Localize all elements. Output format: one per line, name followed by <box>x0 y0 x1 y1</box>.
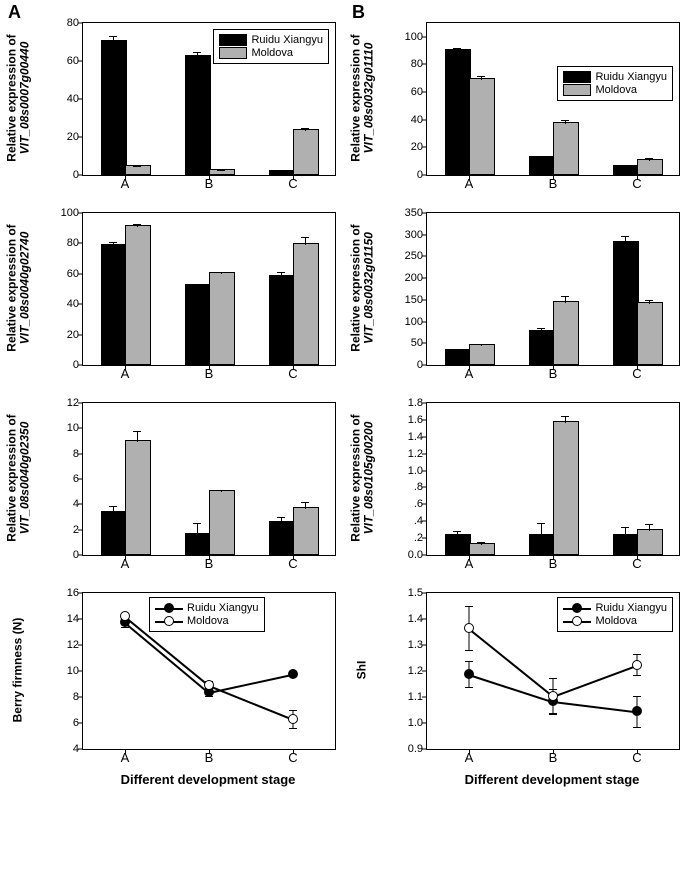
plot-area: 0.0.2.4.6.81.01.21.41.61.8ABC <box>426 402 680 556</box>
line-segment <box>553 665 638 698</box>
bar <box>637 529 663 555</box>
y-axis-title: Relative expression ofVIT_08s0040g02740 <box>5 198 30 378</box>
bar <box>553 421 579 555</box>
legend-label: Moldova <box>187 615 229 627</box>
bar <box>469 78 495 175</box>
chart: 0.91.01.11.21.31.41.5ABCRuidu XiangyuMol… <box>348 588 685 788</box>
bar <box>101 40 127 175</box>
bar <box>269 275 295 365</box>
line-segment <box>125 622 210 693</box>
bar <box>529 156 555 175</box>
chart: 024681012ABCRelative expression ofVIT_08… <box>4 398 344 578</box>
bar <box>469 543 495 555</box>
chart: 020406080100ABCRuidu XiangyuMoldovaRelat… <box>348 18 685 198</box>
legend-label: Moldova <box>251 47 293 59</box>
figure-root: A B 020406080ABCRuidu XiangyuMoldovaRela… <box>0 0 685 875</box>
plot-area: 020406080100ABCRuidu XiangyuMoldova <box>426 22 680 176</box>
line-segment <box>553 701 637 713</box>
legend: Ruidu XiangyuMoldova <box>557 66 673 101</box>
bar <box>293 243 319 365</box>
legend: Ruidu XiangyuMoldova <box>213 29 329 64</box>
bar <box>185 55 211 175</box>
bar <box>293 129 319 175</box>
y-axis-title: Relative expression ofVIT_08s0040g02350 <box>5 388 30 568</box>
plot-area: 024681012ABC <box>82 402 336 556</box>
line-marker <box>464 623 474 633</box>
bar <box>125 440 151 555</box>
x-axis-title: Different development stage <box>426 772 678 787</box>
line-segment <box>209 685 294 720</box>
plot-area: 0.91.01.11.21.31.41.5ABCRuidu XiangyuMol… <box>426 592 680 750</box>
line-marker <box>120 611 130 621</box>
line-marker <box>204 680 214 690</box>
legend-label: Ruidu Xiangyu <box>595 71 667 83</box>
chart: 46810121416ABCRuidu XiangyuMoldovaBerry … <box>4 588 344 788</box>
line-marker <box>632 706 642 716</box>
line-marker <box>288 669 298 679</box>
y-axis-title: Relative expression ofVIT_08s0007g00440 <box>5 8 30 188</box>
bar <box>125 165 151 175</box>
x-axis-title: Different development stage <box>82 772 334 787</box>
plot-area: 020406080100ABC <box>82 212 336 366</box>
chart: 0.0.2.4.6.81.01.21.41.61.8ABCRelative ex… <box>348 398 685 578</box>
legend: Ruidu XiangyuMoldova <box>149 597 265 632</box>
line-marker <box>632 660 642 670</box>
legend-label: Ruidu Xiangyu <box>187 602 259 614</box>
plot-area: 020406080ABCRuidu XiangyuMoldova <box>82 22 336 176</box>
y-axis-title: Relative expression ofVIT_08s0032g01150 <box>349 198 374 378</box>
chart: 050100150200250300350ABCRelative express… <box>348 208 685 388</box>
bar <box>529 330 555 365</box>
bar <box>613 241 639 365</box>
bar <box>185 284 211 365</box>
bar <box>445 534 471 555</box>
line-marker <box>288 714 298 724</box>
legend-label: Ruidu Xiangyu <box>595 602 667 614</box>
bar <box>637 302 663 365</box>
legend: Ruidu XiangyuMoldova <box>557 597 673 632</box>
plot-area: 050100150200250300350ABC <box>426 212 680 366</box>
bar <box>613 534 639 555</box>
chart: 020406080ABCRuidu XiangyuMoldovaRelative… <box>4 18 344 198</box>
y-axis-title: Berry firmness (N) <box>12 570 25 770</box>
y-axis-title: Relative expression ofVIT_08s0032g01110 <box>349 8 374 188</box>
chart: 020406080100ABCRelative expression ofVIT… <box>4 208 344 388</box>
bar <box>445 49 471 175</box>
y-axis-title: ShI <box>356 570 369 770</box>
bar <box>101 511 127 555</box>
legend-label: Moldova <box>595 615 637 627</box>
y-axis-title: Relative expression ofVIT_08s0105g00200 <box>349 388 374 568</box>
bar <box>445 349 471 365</box>
bar <box>553 122 579 175</box>
bar <box>101 244 127 365</box>
legend-label: Ruidu Xiangyu <box>251 34 323 46</box>
legend-label: Moldova <box>595 84 637 96</box>
bar <box>125 225 151 365</box>
bar <box>209 272 235 365</box>
bar <box>553 301 579 365</box>
plot-area: 46810121416ABCRuidu XiangyuMoldova <box>82 592 336 750</box>
line-marker <box>464 669 474 679</box>
line-marker <box>548 691 558 701</box>
bar <box>529 534 555 555</box>
bar <box>637 159 663 175</box>
bar <box>269 521 295 555</box>
bar <box>185 533 211 555</box>
bar <box>293 507 319 555</box>
bar <box>469 344 495 365</box>
bar <box>209 490 235 555</box>
